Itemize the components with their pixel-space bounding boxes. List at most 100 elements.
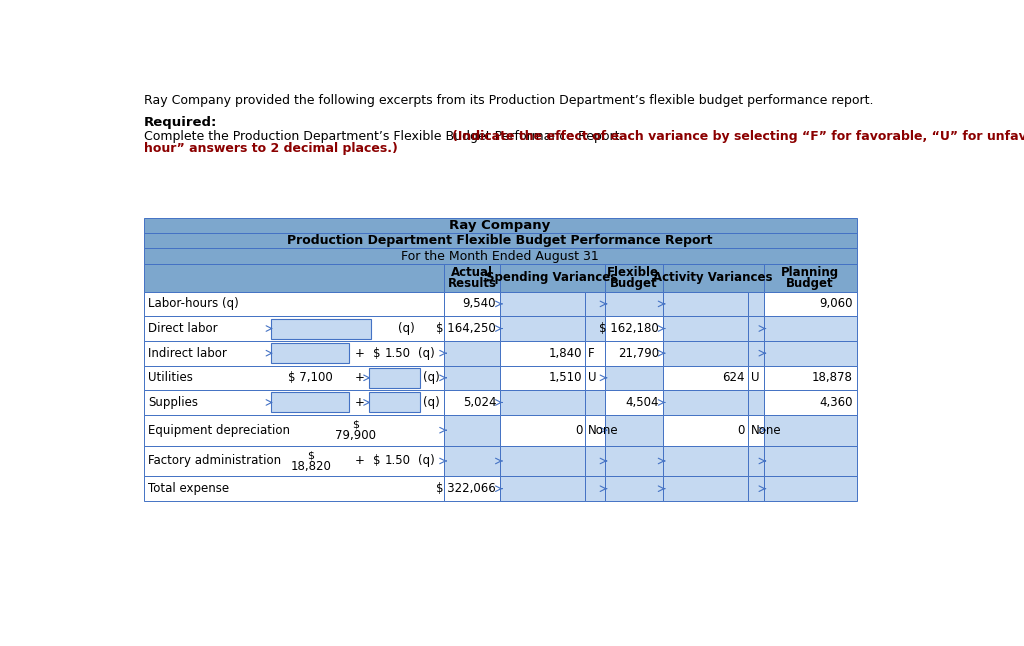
Bar	[764, 366, 856, 390]
Bar	[143, 341, 444, 366]
Text: $ 162,180: $ 162,180	[599, 322, 658, 335]
Bar	[143, 446, 444, 476]
Text: Budget: Budget	[786, 276, 834, 289]
Text: (q): (q)	[398, 322, 415, 335]
Text: Production Department Flexible Budget Performance Report: Production Department Flexible Budget Pe…	[288, 234, 713, 247]
Bar	[748, 415, 764, 446]
Text: Labor-hours (q): Labor-hours (q)	[148, 297, 239, 310]
Bar	[764, 476, 856, 501]
Bar	[748, 446, 764, 476]
Text: Ray Company provided the following excerpts from its Production Department’s fle: Ray Company provided the following excer…	[143, 94, 873, 107]
Text: $: $	[373, 455, 380, 468]
Text: Planning: Planning	[781, 266, 839, 279]
Bar	[444, 476, 500, 501]
Bar	[604, 446, 663, 476]
Bar	[586, 390, 604, 415]
Bar	[586, 366, 604, 390]
Bar	[663, 415, 748, 446]
Text: Results: Results	[447, 276, 497, 289]
Bar	[444, 291, 500, 317]
Text: hour” answers to 2 decimal places.): hour” answers to 2 decimal places.)	[143, 142, 397, 155]
Text: For the Month Ended August 31: For the Month Ended August 31	[401, 249, 599, 263]
Text: $: $	[307, 451, 314, 461]
Text: Flexible: Flexible	[607, 266, 659, 279]
Text: 9,540: 9,540	[463, 297, 496, 310]
Text: 79,900: 79,900	[335, 429, 377, 442]
Text: Equipment depreciation: Equipment depreciation	[148, 424, 290, 437]
Bar	[500, 366, 586, 390]
Text: Activity Variances: Activity Variances	[653, 271, 773, 284]
Text: (q): (q)	[418, 455, 434, 468]
Bar	[143, 291, 444, 317]
Text: None: None	[751, 424, 781, 437]
Text: U: U	[589, 371, 597, 384]
Bar	[604, 291, 663, 317]
Text: Budget: Budget	[609, 276, 657, 289]
Bar	[500, 390, 586, 415]
Text: 18,820: 18,820	[291, 460, 331, 473]
Bar	[143, 415, 444, 446]
Text: 624: 624	[722, 371, 744, 384]
Text: (q): (q)	[423, 371, 439, 384]
Bar	[143, 390, 444, 415]
Bar	[764, 390, 856, 415]
Text: $: $	[373, 347, 380, 360]
Text: 18,878: 18,878	[812, 371, 853, 384]
Bar	[143, 218, 856, 233]
Text: 4,360: 4,360	[819, 396, 853, 409]
Bar	[586, 291, 604, 317]
Text: Direct labor: Direct labor	[148, 322, 218, 335]
Bar	[764, 341, 856, 366]
Text: Complete the Production Department’s Flexible Budget Performance Report.: Complete the Production Department’s Fle…	[143, 130, 627, 143]
Text: F: F	[589, 347, 595, 360]
Bar	[444, 264, 500, 291]
Bar	[586, 446, 604, 476]
Bar	[500, 341, 586, 366]
Text: 1,840: 1,840	[549, 347, 583, 360]
Text: 1,510: 1,510	[549, 371, 583, 384]
Bar	[663, 341, 748, 366]
Text: +: +	[354, 396, 365, 409]
Bar	[586, 341, 604, 366]
Bar	[764, 291, 856, 317]
Text: Indirect labor: Indirect labor	[148, 347, 227, 360]
Bar	[444, 390, 500, 415]
Bar	[748, 366, 764, 390]
Bar	[143, 366, 444, 390]
Bar	[604, 415, 663, 446]
Bar	[271, 393, 348, 412]
Text: Total expense: Total expense	[148, 482, 229, 495]
Text: +: +	[354, 347, 365, 360]
Text: $ 164,250: $ 164,250	[436, 322, 496, 335]
Bar	[764, 446, 856, 476]
Text: 1.50: 1.50	[385, 347, 411, 360]
Bar	[143, 249, 856, 264]
Bar	[444, 415, 500, 446]
Bar	[271, 318, 371, 339]
Bar	[143, 317, 444, 341]
Text: None: None	[589, 424, 618, 437]
Bar	[143, 264, 444, 291]
Text: Ray Company: Ray Company	[450, 219, 551, 232]
Text: $ 322,066: $ 322,066	[436, 482, 496, 495]
Bar	[663, 317, 748, 341]
Text: +: +	[354, 455, 365, 468]
Bar	[500, 415, 586, 446]
Text: U: U	[751, 371, 760, 384]
Text: Spending Variances: Spending Variances	[486, 271, 617, 284]
Text: Required:: Required:	[143, 116, 217, 129]
Text: (Indicate the effect of each variance by selecting “F” for favorable, “U” for un: (Indicate the effect of each variance by…	[452, 130, 1024, 143]
Text: 1.50: 1.50	[385, 455, 411, 468]
Bar	[500, 291, 586, 317]
Bar	[663, 446, 748, 476]
Bar	[748, 476, 764, 501]
Bar	[586, 415, 604, 446]
Bar	[500, 476, 586, 501]
Bar	[604, 390, 663, 415]
Bar	[444, 341, 500, 366]
Bar	[663, 264, 764, 291]
Bar	[500, 264, 604, 291]
Bar	[748, 317, 764, 341]
Bar	[663, 366, 748, 390]
Bar	[143, 476, 444, 501]
